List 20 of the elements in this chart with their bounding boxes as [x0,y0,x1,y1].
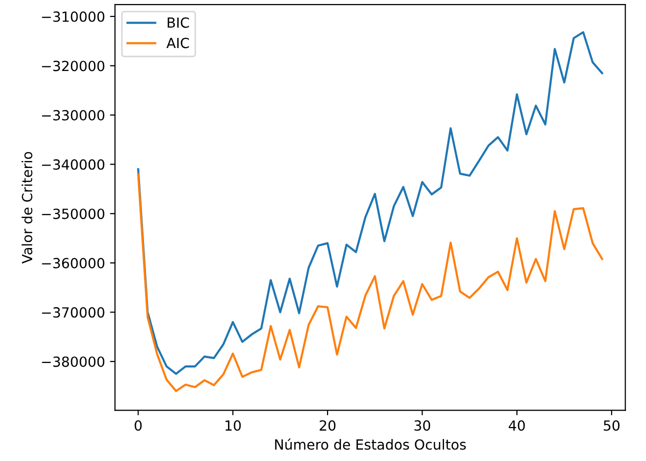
y-tick-label: −370000 [42,307,104,318]
line-series [137,31,604,375]
x-axis-title: Número de Estados Ocultos [275,438,466,450]
x-tick-label: 50 [604,420,620,431]
y-tick-label: −310000 [42,11,104,22]
y-tick-label: −320000 [42,60,104,72]
y-tick-label: −350000 [42,208,104,220]
x-tick-label: 40 [508,420,525,431]
x-tick-label: 0 [134,420,142,431]
y-tick-label: −330000 [42,110,104,120]
legend-label: BIC [168,17,189,28]
x-tick-label: 10 [226,420,241,431]
x-tick-label: 20 [320,420,336,431]
line-series [137,173,604,392]
legend-label: AIC [166,38,189,48]
y-tick-label: −380000 [42,356,104,367]
y-tick-label: −360000 [42,258,104,268]
y-tick-label: −340000 [42,159,104,170]
x-tick-label: 30 [414,420,430,431]
y-axis-title: Valor de Criterio [22,152,32,264]
